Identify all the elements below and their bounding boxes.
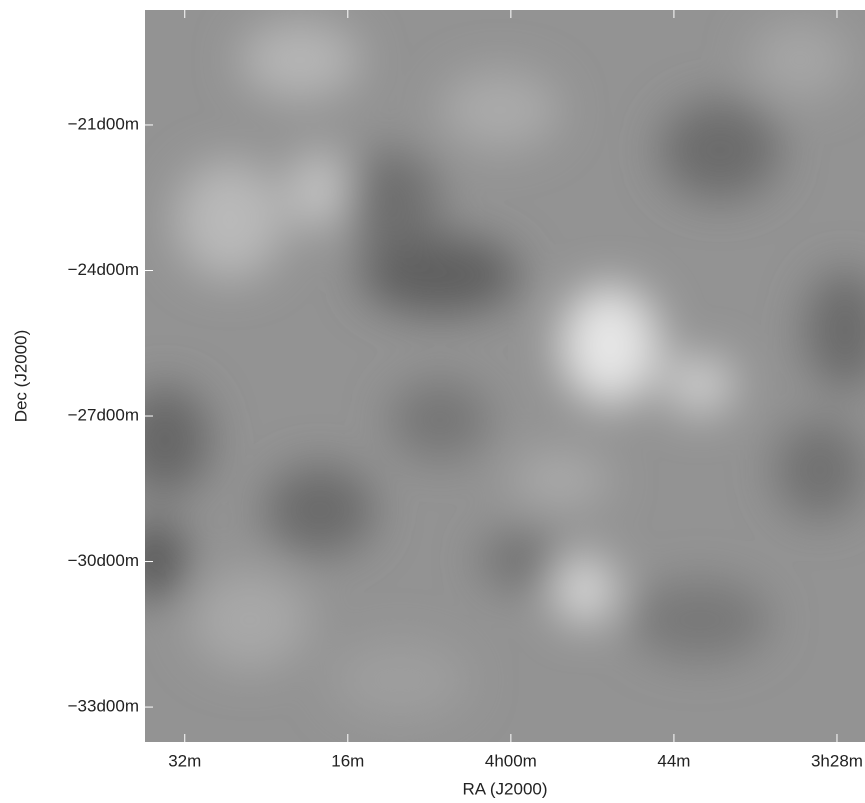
x-tick-label: 44m: [657, 751, 690, 770]
x-tick-label: 3h28m: [811, 751, 863, 770]
x-tick-label: 16m: [331, 751, 364, 770]
x-tick-label: 4h00m: [485, 751, 537, 770]
sky-image: [120, 10, 865, 742]
y-tick-label: −33d00m: [68, 697, 139, 716]
y-tick-label: −30d00m: [68, 551, 139, 570]
y-tick-label: −27d00m: [68, 406, 139, 425]
chart: RA (J2000) Dec (J2000) 32m 16m 4h00m 44m 3h2…: [0, 0, 865, 803]
x-tick-label: 32m: [168, 751, 201, 770]
y-tick-label: −21d00m: [68, 114, 139, 133]
y-axis-label: Dec (J2000): [11, 330, 30, 423]
y-tick-label: −24d00m: [68, 260, 139, 279]
x-axis-label: RA (J2000): [462, 779, 547, 798]
